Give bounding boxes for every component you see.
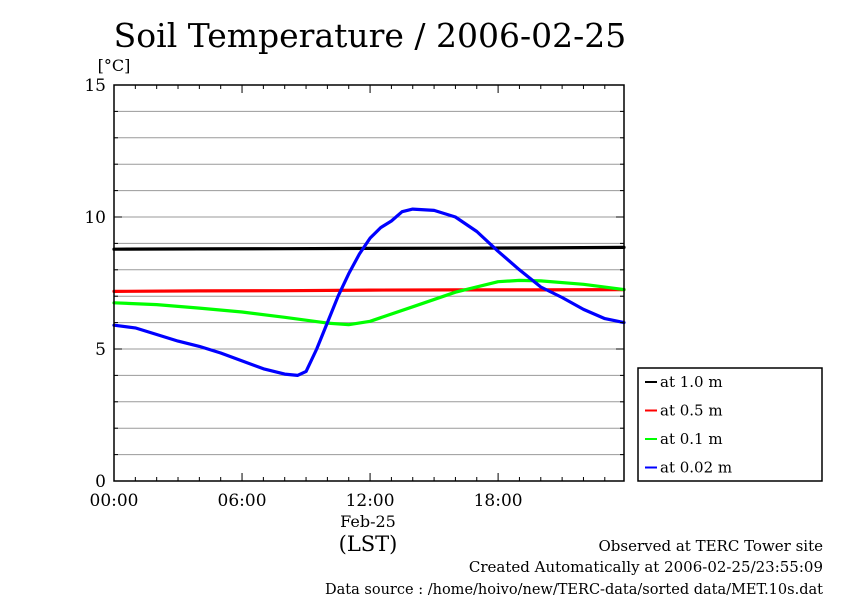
y-tick-label: 0 — [95, 472, 106, 492]
legend-label: at 0.02 m — [660, 459, 732, 477]
plot-frame — [113, 84, 625, 482]
y-axis-ticks: 0 5 10 15 — [84, 76, 624, 492]
x-tick-label: 12:00 — [346, 491, 395, 511]
chart-title: Soil Temperature / 2006-02-25 — [114, 16, 627, 55]
footer-source: Data source : /home/hoivo/new/TERC-data/… — [325, 580, 823, 595]
x-tick-label: 18:00 — [474, 491, 523, 511]
x-axis-date-label: Feb-25 — [340, 512, 396, 531]
footer-observed: Observed at TERC Tower site — [598, 537, 823, 555]
y-tick-label: 10 — [84, 208, 106, 228]
y-axis-unit-label: [°C] — [98, 56, 131, 75]
series-line-3 — [112, 207, 626, 377]
footer-created: Created Automatically at 2006-02-25/23:5… — [469, 558, 823, 576]
y-tick-label: 5 — [95, 340, 106, 360]
x-tick-label: 06:00 — [218, 491, 267, 511]
y-tick-label: 15 — [84, 76, 106, 96]
series-line-1 — [112, 288, 626, 293]
series-line-0 — [112, 245, 626, 251]
legend-label: at 0.5 m — [660, 402, 723, 420]
x-axis-ticks: 00:00 06:00 12:00 18:00 — [90, 85, 606, 511]
x-axis-label: (LST) — [339, 532, 398, 556]
legend-box — [637, 367, 823, 482]
x-tick-label: 00:00 — [90, 491, 139, 511]
series-layer — [112, 207, 626, 377]
legend: at 1.0 m at 0.5 m at 0.1 m at 0.02 m — [637, 367, 823, 482]
legend-label: at 0.1 m — [660, 430, 723, 448]
series-line-2 — [112, 278, 626, 327]
legend-label: at 1.0 m — [660, 373, 723, 391]
